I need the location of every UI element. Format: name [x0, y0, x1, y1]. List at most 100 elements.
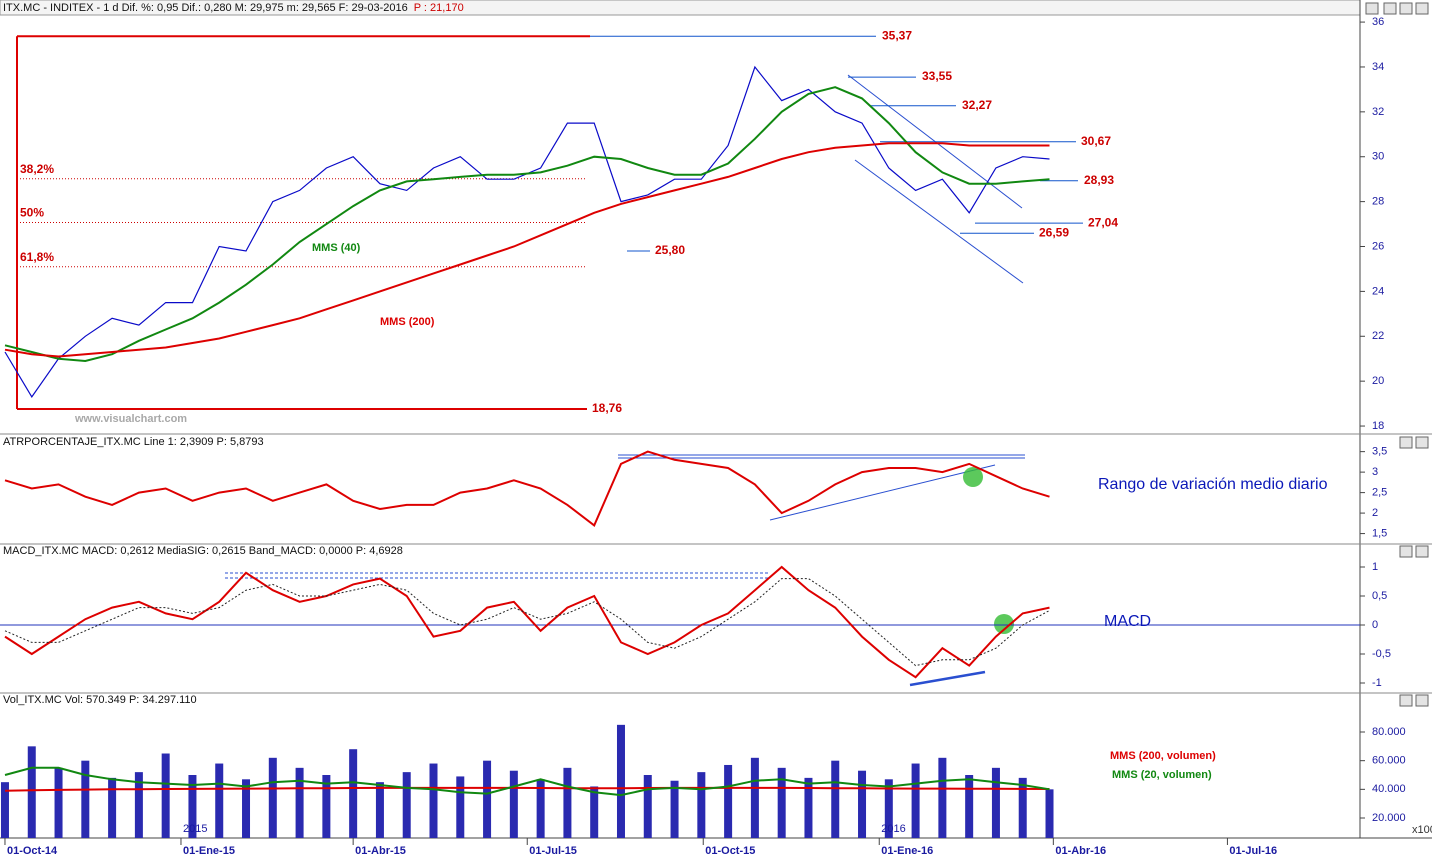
button[interactable]	[1399, 436, 1413, 449]
button[interactable]	[1383, 2, 1397, 15]
volume-bar	[965, 775, 974, 838]
level-label: 32,27	[962, 98, 992, 112]
title-price: P : 21,170	[414, 2, 464, 14]
volume-bar	[670, 780, 679, 838]
panel-title: ATRPORCENTAJE_ITX.MC Line 1: 2,3909 P: 5…	[3, 436, 264, 448]
volume-bar	[697, 772, 706, 838]
volume-bar	[858, 770, 867, 838]
series-name: MMS (40)	[312, 242, 361, 254]
volume-bar	[750, 757, 759, 838]
volume-bar	[188, 775, 197, 838]
button[interactable]	[1415, 545, 1429, 558]
trend-line	[909, 670, 986, 687]
volume-bar	[322, 775, 331, 838]
y-tick-label: 3,5	[1372, 446, 1387, 458]
fib-label: 50%	[20, 206, 44, 220]
volume-bar	[161, 753, 170, 838]
highlight-circle	[963, 467, 983, 487]
annotation: MACD	[1104, 613, 1151, 630]
volume-bar	[242, 779, 251, 838]
volume-bar	[215, 763, 224, 838]
y-tick-label: 0,5	[1372, 590, 1387, 602]
volume-bar	[456, 776, 465, 838]
volume-bar	[563, 767, 572, 838]
series-line	[4, 766, 1050, 797]
unit-label: x100	[1412, 824, 1432, 836]
y-tick-label: 26	[1372, 240, 1384, 252]
button[interactable]	[1399, 2, 1413, 15]
volume-bar	[509, 770, 518, 838]
window-buttons	[1365, 2, 1429, 707]
series-line	[4, 86, 1050, 363]
y-tick-label: 0	[1372, 619, 1378, 631]
title-text: ATRPORCENTAJE_ITX.MC Line 1: 2,3909 P: 5…	[3, 436, 264, 448]
title-text: MACD_ITX.MC MACD: 0,2612 MediaSIG: 0,261…	[3, 545, 403, 557]
button[interactable]	[1399, 545, 1413, 558]
x-tick-label: 01-Oct-15	[705, 845, 755, 857]
x-tick-label: 01-Abr-15	[355, 845, 406, 857]
fib-label: 61,8%	[20, 250, 54, 264]
x-tick-label: 01-Ene-15	[183, 845, 235, 857]
volume-bar	[349, 749, 358, 838]
volume-bar	[804, 777, 813, 838]
volume-bar	[54, 767, 63, 838]
title-text: ITX.MC - INDITEX - 1 d Dif. %: 0,95 Dif.…	[3, 2, 408, 14]
trend-line	[769, 464, 996, 521]
level-label: 18,76	[592, 401, 622, 415]
volume-bar	[938, 757, 947, 838]
button[interactable]	[1415, 436, 1429, 449]
title-text: Vol_ITX.MC Vol: 570.349 P: 34.297.110	[3, 694, 197, 706]
button[interactable]	[1399, 694, 1413, 707]
level-label: 25,80	[655, 243, 685, 257]
volume-bar	[590, 786, 599, 838]
volume-bar	[108, 777, 117, 838]
x-tick-label: 01-Abr-16	[1055, 845, 1106, 857]
y-tick-label: -0,5	[1372, 648, 1391, 660]
volume-bar	[483, 760, 492, 838]
volume-bar	[831, 760, 840, 838]
volume-bar	[429, 763, 438, 838]
button[interactable]	[1415, 694, 1429, 707]
level-label: 30,67	[1081, 134, 1111, 148]
series-line	[4, 450, 1050, 527]
volume-bar	[81, 760, 90, 838]
volume-bar	[643, 775, 652, 838]
volume-bar	[911, 763, 920, 838]
y-tick-label: 60.000	[1372, 755, 1406, 767]
volume-bar	[724, 764, 733, 838]
y-tick-label: 24	[1372, 285, 1384, 297]
series-line	[4, 578, 1050, 667]
y-tick-label: 40.000	[1372, 783, 1406, 795]
volume-bar	[375, 782, 384, 838]
volume-bar	[536, 779, 545, 838]
y-tick-label: 20	[1372, 375, 1384, 387]
x-tick-label: 01-Jul-16	[1229, 845, 1277, 857]
button[interactable]	[1415, 2, 1429, 15]
volume-bar	[27, 746, 36, 838]
y-tick-label: 2,5	[1372, 487, 1387, 499]
year-label: 2016	[881, 823, 905, 835]
volume-bar	[134, 772, 143, 838]
panel-title: ITX.MC - INDITEX - 1 d Dif. %: 0,95 Dif.…	[3, 2, 464, 14]
level-label: 27,04	[1088, 215, 1118, 229]
volume-bar	[295, 767, 304, 838]
y-tick-label: 1	[1372, 561, 1378, 573]
series-name: MMS (20, volumen)	[1112, 769, 1212, 781]
volume-bar	[402, 772, 411, 838]
button[interactable]	[1365, 2, 1379, 15]
y-tick-label: 2	[1372, 507, 1378, 519]
x-tick-label: 01-Oct-14	[7, 845, 58, 857]
series-line	[4, 565, 1050, 679]
y-tick-label: 30	[1372, 151, 1384, 163]
volume-bar	[884, 779, 893, 838]
volume-bar	[991, 767, 1000, 838]
series-line	[4, 786, 1050, 792]
level-label: 28,93	[1084, 173, 1114, 187]
panel-title: Vol_ITX.MC Vol: 570.349 P: 34.297.110	[3, 694, 197, 706]
volume-bar	[268, 757, 277, 838]
fib-label: 38,2%	[20, 162, 54, 176]
volume-bar	[0, 782, 9, 838]
x-tick-label: 01-Ene-16	[881, 845, 933, 857]
